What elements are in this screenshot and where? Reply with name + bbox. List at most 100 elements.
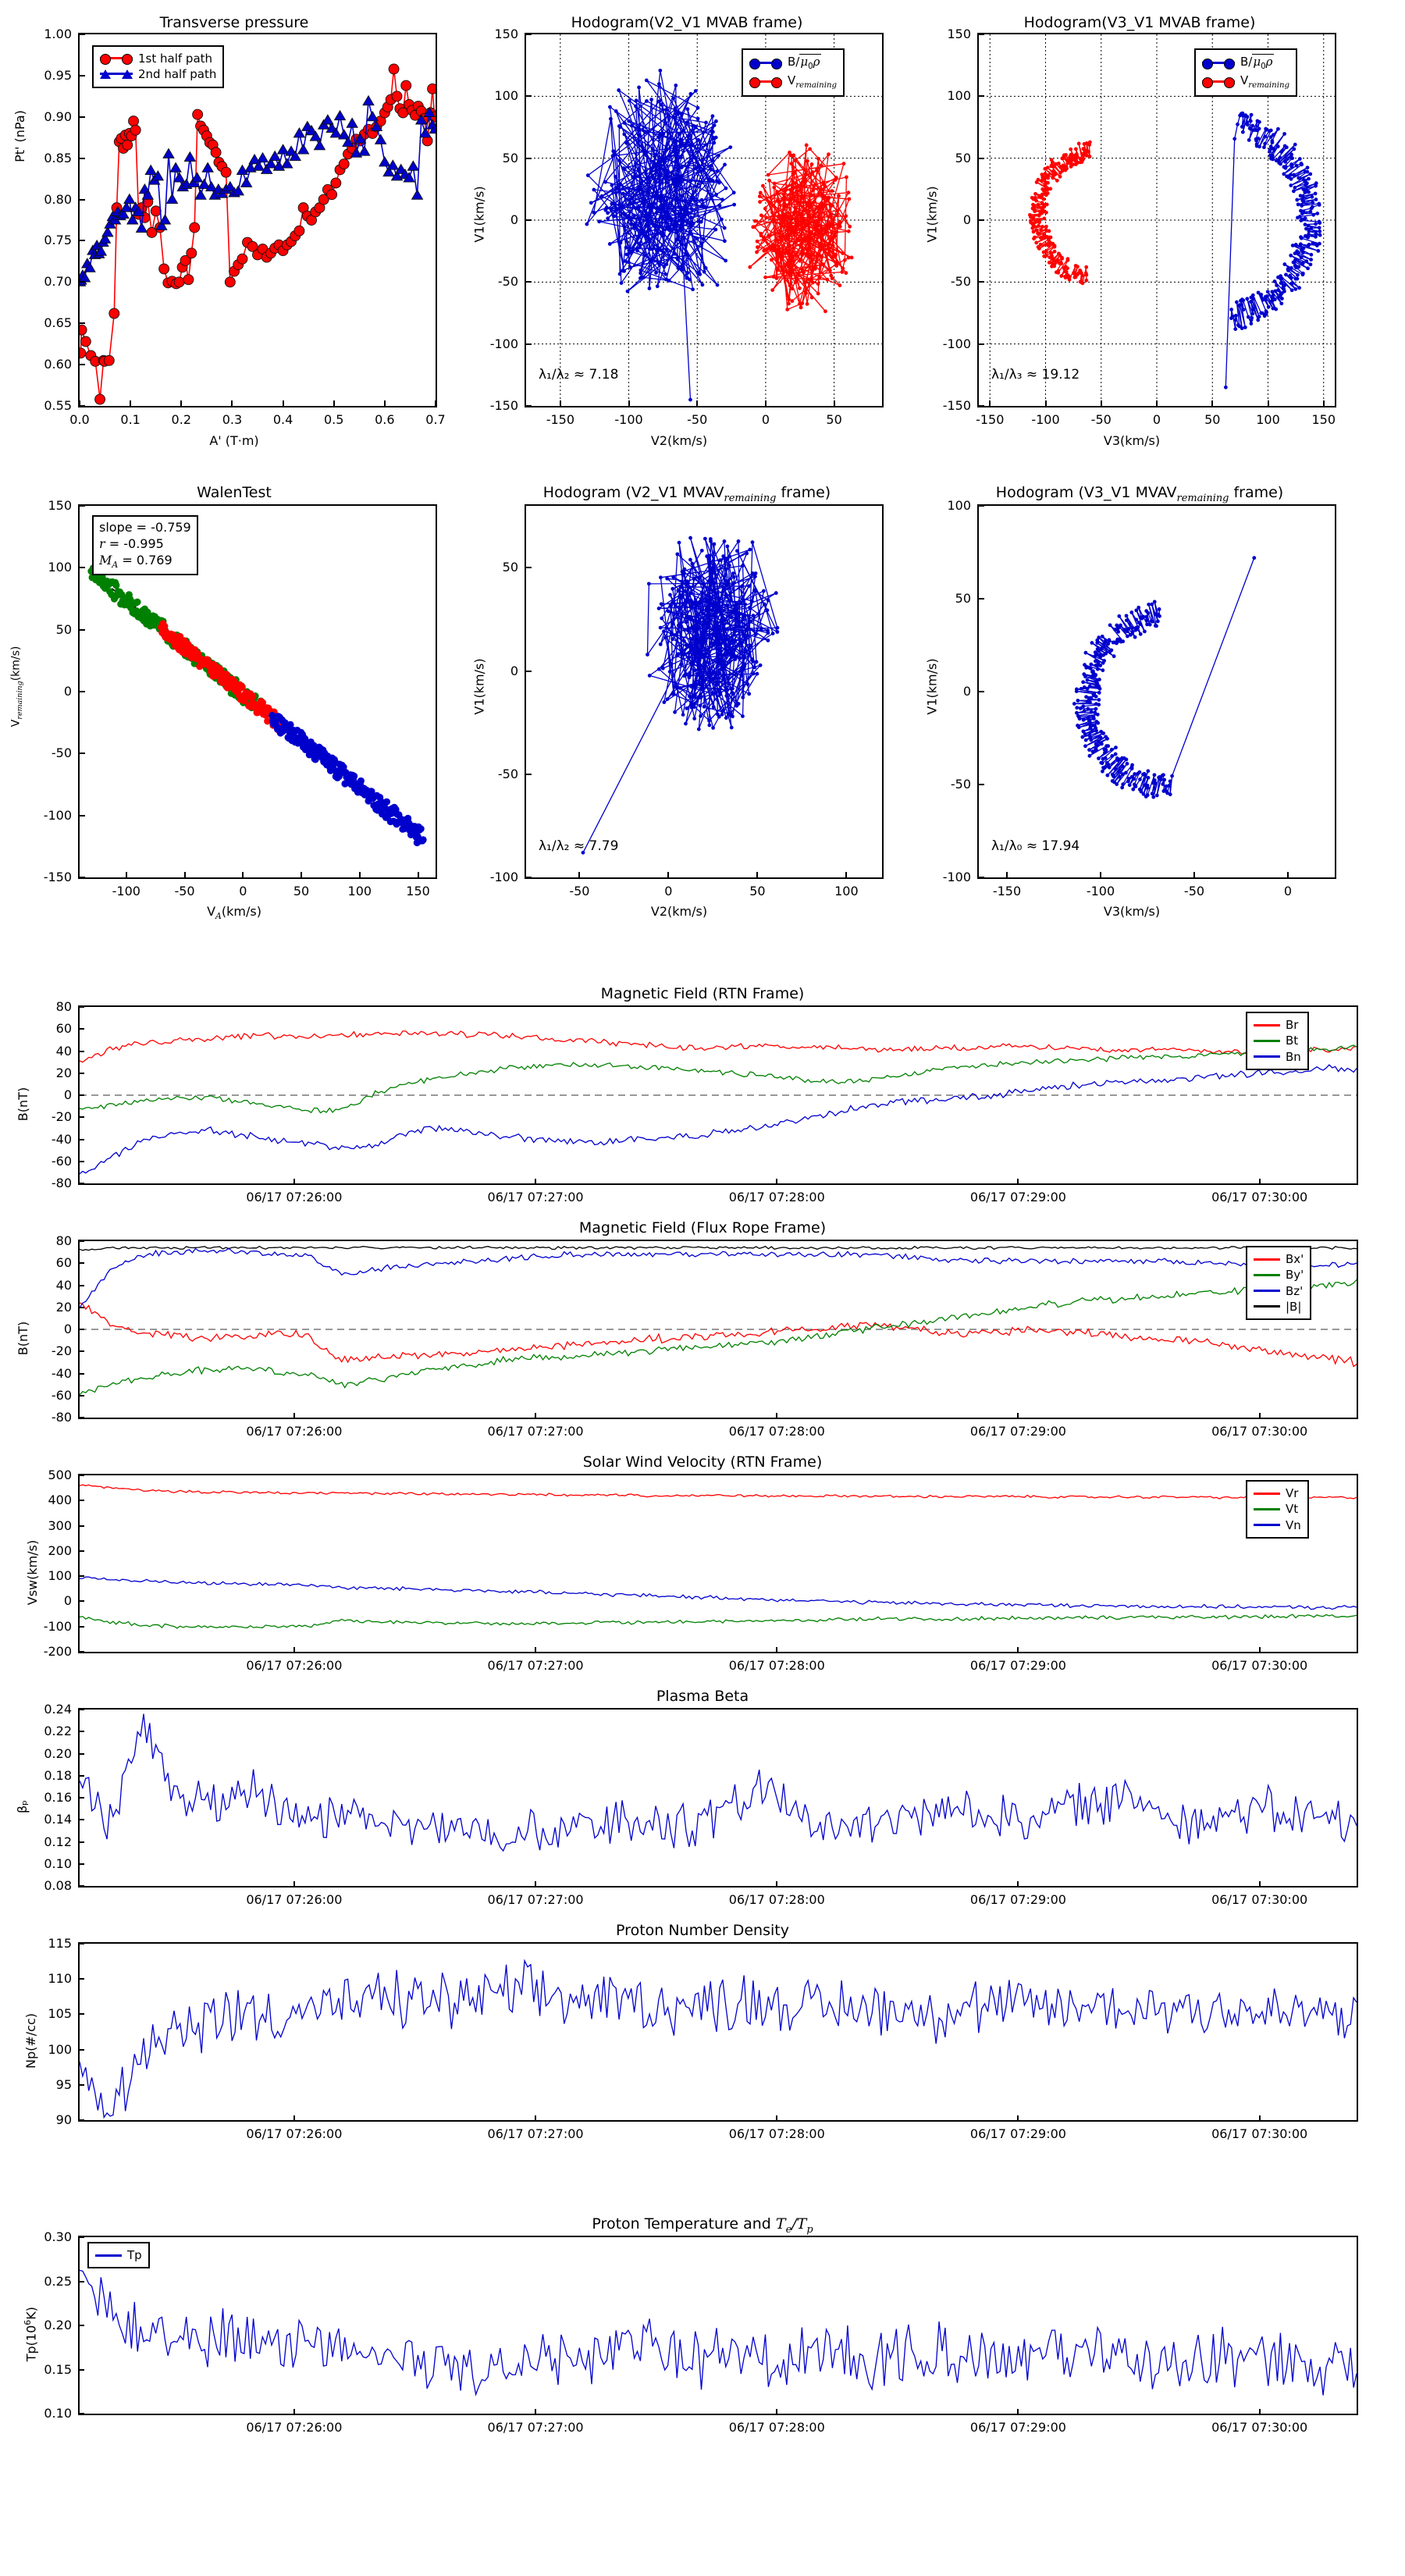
data-point [1299, 162, 1304, 165]
axis-tick [977, 405, 984, 407]
data-point [738, 656, 742, 660]
data-point [1144, 614, 1149, 619]
axis-tick [293, 1647, 295, 1653]
axis-tick [1017, 1647, 1019, 1653]
np-plot [78, 1942, 1358, 2122]
data-point [770, 210, 774, 215]
data-point [763, 275, 768, 279]
data-point [840, 270, 845, 274]
data-point [1229, 308, 1234, 311]
data-point [1285, 174, 1289, 179]
axis-tick [764, 400, 767, 407]
data-point [1059, 274, 1064, 278]
axis-tick [78, 1417, 84, 1418]
data-point [103, 354, 115, 366]
data-point [1047, 244, 1051, 247]
axis-tick-label: 0.5 [323, 412, 344, 427]
data-point [679, 165, 684, 170]
data-point [733, 657, 738, 661]
data-point [660, 616, 664, 621]
data-point [799, 183, 803, 187]
data-point [618, 181, 623, 186]
data-point [1223, 385, 1228, 390]
data-point [1290, 244, 1295, 247]
data-point [1317, 219, 1321, 224]
data-point [1268, 148, 1272, 152]
data-point [1259, 293, 1264, 297]
data-point [1282, 262, 1287, 266]
data-point [1106, 642, 1111, 646]
axis-tick [78, 1050, 84, 1052]
data-point [735, 703, 739, 708]
line-marker-blue-icon [749, 58, 782, 69]
data-point [689, 617, 694, 621]
data-point [1275, 283, 1279, 287]
transverse-pressure-legend[interactable]: 1st half path 2nd half path [92, 45, 225, 88]
data-point [809, 268, 814, 272]
data-point [655, 247, 660, 251]
data-point [423, 106, 436, 117]
b-fluxrope-legend[interactable]: Bx' By' Bz' |B| [1246, 1246, 1312, 1320]
axis-tick-label: 06/17 07:26:00 [246, 1190, 343, 1204]
b-rtn-legend[interactable]: Br Bt Bn [1246, 1012, 1309, 1070]
hodogram-v3v1-mvab-legend[interactable]: B/μ0ρ Vremaining [1194, 48, 1298, 97]
data-point [696, 727, 701, 731]
axis-tick-label: 300 [48, 1517, 72, 1533]
data-point [671, 692, 676, 696]
data-point [806, 208, 810, 212]
data-point [674, 152, 678, 157]
data-point [621, 166, 626, 170]
series-line [80, 1279, 1357, 1396]
data-point [1090, 641, 1094, 645]
data-point [714, 192, 719, 197]
axis-tick-label: -100 [43, 807, 72, 823]
data-point [173, 276, 185, 288]
data-point [699, 631, 704, 635]
data-point [711, 726, 715, 730]
data-point [748, 643, 752, 648]
axis-tick [78, 1028, 84, 1030]
tp-legend[interactable]: Tp [87, 2242, 150, 2269]
axis-tick [78, 877, 85, 878]
data-point [120, 201, 133, 212]
hodogram-v2v1-mvab-legend[interactable]: B/μ0ρ Vremaining [742, 48, 845, 97]
data-point [286, 720, 294, 728]
vsw-legend[interactable]: Vr Vt Vn [1246, 1480, 1309, 1539]
axis-tick-label: 100 [834, 884, 859, 898]
data-point [1120, 772, 1125, 777]
data-point [830, 212, 834, 216]
data-point [820, 206, 824, 210]
data-point [1056, 270, 1061, 275]
legend-label: By' [1286, 1268, 1304, 1283]
hodogram-v3v1-mvav-ratio: λ₁/λ₀ ≈ 17.94 [991, 838, 1080, 854]
data-point [326, 189, 338, 201]
axis-tick [293, 1881, 295, 1888]
legend-swatch-icon [1254, 1492, 1280, 1495]
data-point [823, 194, 827, 199]
data-point [671, 600, 676, 605]
data-point [735, 603, 739, 607]
data-point [626, 260, 631, 265]
data-point [749, 599, 754, 603]
data-point [664, 247, 669, 251]
data-point [1311, 212, 1316, 217]
data-point [706, 673, 711, 678]
data-point [1152, 773, 1157, 777]
data-point [618, 240, 623, 245]
axis-tick-label: 80 [55, 1233, 72, 1248]
data-point [1116, 629, 1121, 634]
axis-tick-label: 06/17 07:26:00 [246, 1658, 343, 1673]
hodogram-v3v1-mvav-xlabel: V3(km/s) [1103, 904, 1161, 919]
axis-tick-label: 50 [955, 150, 971, 165]
data-point [672, 176, 677, 181]
axis-tick-label: 0 [761, 412, 770, 427]
data-point [698, 682, 702, 687]
data-point [771, 275, 776, 279]
data-point [827, 225, 831, 229]
data-point [692, 627, 695, 632]
data-point [162, 148, 175, 158]
data-point [247, 240, 258, 252]
axis-tick [525, 567, 532, 569]
axis-tick [78, 2013, 84, 2016]
legend-label: 2nd half path [138, 67, 217, 82]
